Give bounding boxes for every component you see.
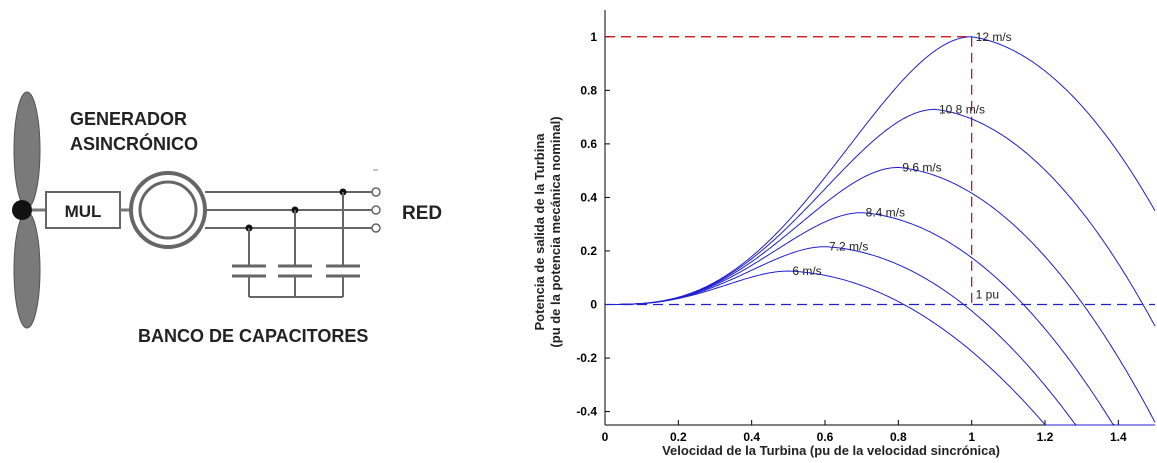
y-tick-label: -0.4 bbox=[576, 405, 597, 419]
capacitor-2 bbox=[278, 264, 312, 278]
x-tick-label: 0.4 bbox=[743, 430, 760, 444]
x-axis-label: Velocidad de la Turbina (pu de la veloci… bbox=[662, 443, 1000, 458]
y-axis-label-line2: (pu de la potencia mecánica nominal) bbox=[548, 116, 563, 347]
generator-label-line1: GENERADOR bbox=[70, 109, 187, 129]
y-tick-label: 0.8 bbox=[580, 83, 597, 97]
capacitor-1 bbox=[232, 264, 266, 278]
propeller-hub bbox=[12, 200, 32, 220]
gearbox-label: MUL bbox=[65, 202, 102, 221]
y-axis-label-line1: Potencia de salida de la Turbina bbox=[532, 133, 547, 331]
generator-label-line2: ASINCRÓNICO bbox=[70, 133, 198, 154]
series-curve bbox=[605, 246, 1155, 426]
x-tick-label: 0.2 bbox=[670, 430, 687, 444]
generator-inner bbox=[138, 180, 198, 240]
x-tick-label: 1.4 bbox=[1110, 430, 1127, 444]
series-label: 6 m/s bbox=[792, 264, 821, 278]
series-label: 8.4 m/s bbox=[866, 206, 905, 220]
propeller-blade-top bbox=[13, 91, 41, 209]
x-tick-label: 0.6 bbox=[817, 430, 834, 444]
series-curve bbox=[605, 36, 1156, 305]
y-tick-label: 0.4 bbox=[580, 190, 597, 204]
series-curve bbox=[605, 212, 1155, 426]
y-tick-label: 0.6 bbox=[580, 137, 597, 151]
x-tick-label: 0.8 bbox=[890, 430, 907, 444]
capacitor-3 bbox=[326, 264, 360, 278]
plot-area: 0 0.2 0.4 0.6 0.8 1 1.2 1.4 -0.4 -0.2 0 0.2 0.4 0.6 0.… bbox=[576, 10, 1156, 444]
y-tick-label: 1 bbox=[590, 30, 597, 44]
x-tick-label: 1 bbox=[968, 430, 975, 444]
grid-label: RED bbox=[402, 203, 442, 224]
turbine-power-chart: 0 0.2 0.4 0.6 0.8 1 1.2 1.4 -0.4 -0.2 0 0.2 0.4 0.6 0.… bbox=[532, 10, 1156, 458]
y-tick-label: 0 bbox=[590, 298, 597, 312]
y-tick-label: 0.2 bbox=[580, 244, 597, 258]
annotation-1pu: 1 pu bbox=[976, 288, 999, 302]
series-curve bbox=[605, 270, 1155, 426]
generator-outer bbox=[129, 171, 207, 249]
x-tick-label: 0 bbox=[602, 430, 609, 444]
generator-diagram: MUL GENERADOR ASINCRÓNICO RED BANCO DE C… bbox=[12, 91, 442, 346]
series-label: 10.8 m/s bbox=[939, 102, 985, 116]
y-tick-label: -0.2 bbox=[576, 351, 597, 365]
series-label: 12 m/s bbox=[976, 30, 1012, 44]
capacitor-bank-label: BANCO DE CAPACITORES bbox=[138, 326, 368, 346]
propeller-blade-bottom bbox=[13, 211, 41, 329]
x-tick-label: 1.2 bbox=[1037, 430, 1054, 444]
series-label: 9.6 m/s bbox=[902, 160, 941, 174]
series-label: 7.2 m/s bbox=[829, 240, 868, 254]
